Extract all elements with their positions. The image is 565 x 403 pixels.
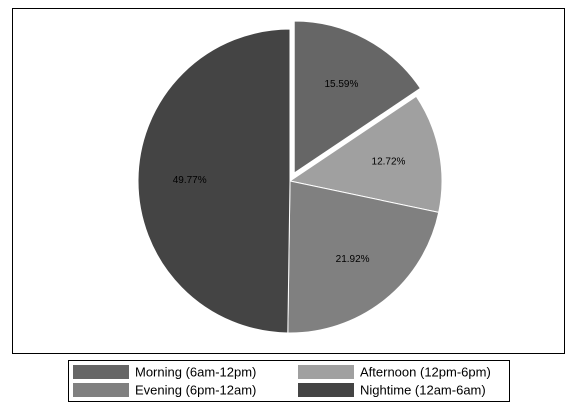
value-label: 49.77% [173,175,207,186]
value-label: 21.92% [336,254,370,265]
pie-slice [137,28,291,334]
pie-slice [288,95,443,213]
legend-swatch [73,365,129,379]
legend-frame [68,360,510,402]
value-label: 15.59% [324,79,358,90]
legend-label: Evening (6pm-12am) [135,382,256,397]
legend-swatch [73,383,129,397]
value-label: 12.72% [372,157,406,168]
pie-slice [287,180,440,334]
legend-label: Nightime (12am-6am) [360,382,486,397]
legend-swatch [298,383,354,397]
legend-label: Afternoon (12pm-6pm) [360,364,491,379]
legend-swatch [298,365,354,379]
legend-label: Morning (6am-12pm) [135,364,256,379]
pie-slice [293,20,422,174]
